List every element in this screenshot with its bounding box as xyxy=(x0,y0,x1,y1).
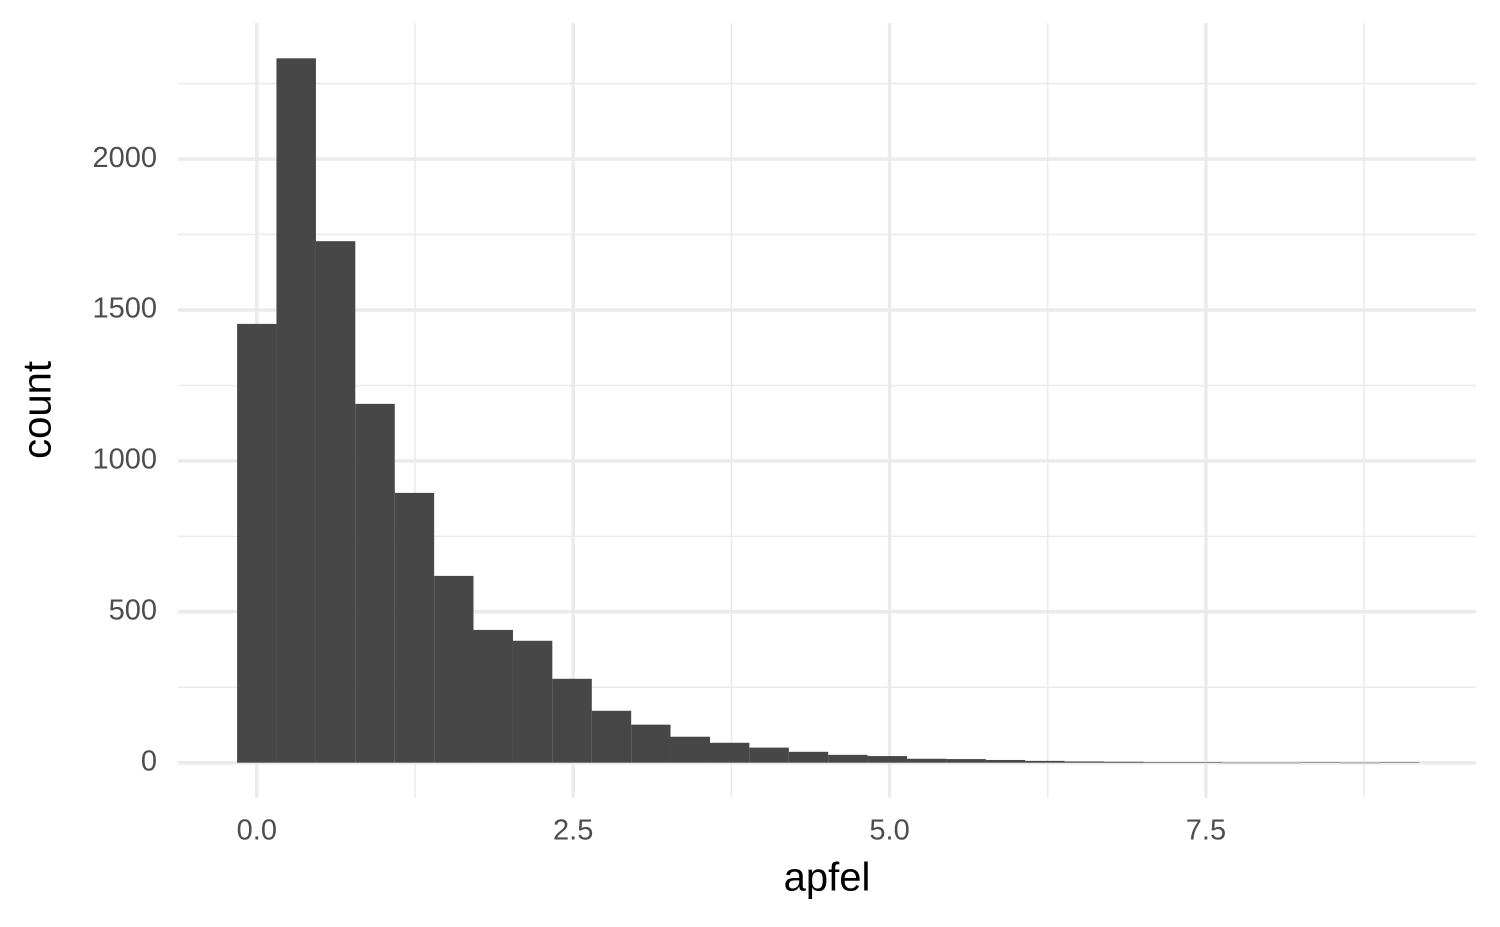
bar xyxy=(276,58,316,763)
bar xyxy=(237,323,277,763)
x-tick-label: 7.5 xyxy=(1186,815,1226,847)
bar xyxy=(1379,762,1420,763)
bar xyxy=(1222,762,1262,764)
bar xyxy=(355,403,395,763)
bar xyxy=(749,747,789,763)
y-axis-title: count xyxy=(16,361,60,459)
bar xyxy=(907,758,947,763)
bar xyxy=(1064,761,1105,763)
bar xyxy=(1261,762,1302,764)
bar xyxy=(946,759,986,763)
bars xyxy=(237,58,1420,764)
x-tick-label: 0.0 xyxy=(237,815,277,847)
y-tick-label: 500 xyxy=(109,594,157,626)
y-tick-label: 1500 xyxy=(92,293,157,325)
y-tick-label: 1000 xyxy=(92,444,157,476)
x-tick-label: 2.5 xyxy=(553,815,593,847)
bar xyxy=(1340,762,1380,764)
bar xyxy=(1301,762,1341,763)
bar xyxy=(670,736,711,763)
bar xyxy=(394,492,435,763)
bar xyxy=(512,640,553,763)
bar xyxy=(1104,761,1144,763)
bar xyxy=(631,724,671,763)
bar xyxy=(473,629,513,763)
bar xyxy=(828,754,868,763)
bar xyxy=(867,756,908,763)
x-axis-title: apfel xyxy=(784,856,871,900)
bar xyxy=(1182,762,1223,763)
bar xyxy=(788,751,829,763)
bar xyxy=(710,742,750,763)
bar xyxy=(315,241,356,763)
bar xyxy=(1025,760,1065,763)
bar xyxy=(1143,762,1183,763)
y-tick-label: 0 xyxy=(141,745,157,777)
bar xyxy=(552,678,592,763)
y-tick-label: 2000 xyxy=(92,142,157,174)
bar xyxy=(591,710,632,763)
x-tick-label: 5.0 xyxy=(869,815,909,847)
bar xyxy=(985,759,1026,763)
bar xyxy=(434,575,474,763)
